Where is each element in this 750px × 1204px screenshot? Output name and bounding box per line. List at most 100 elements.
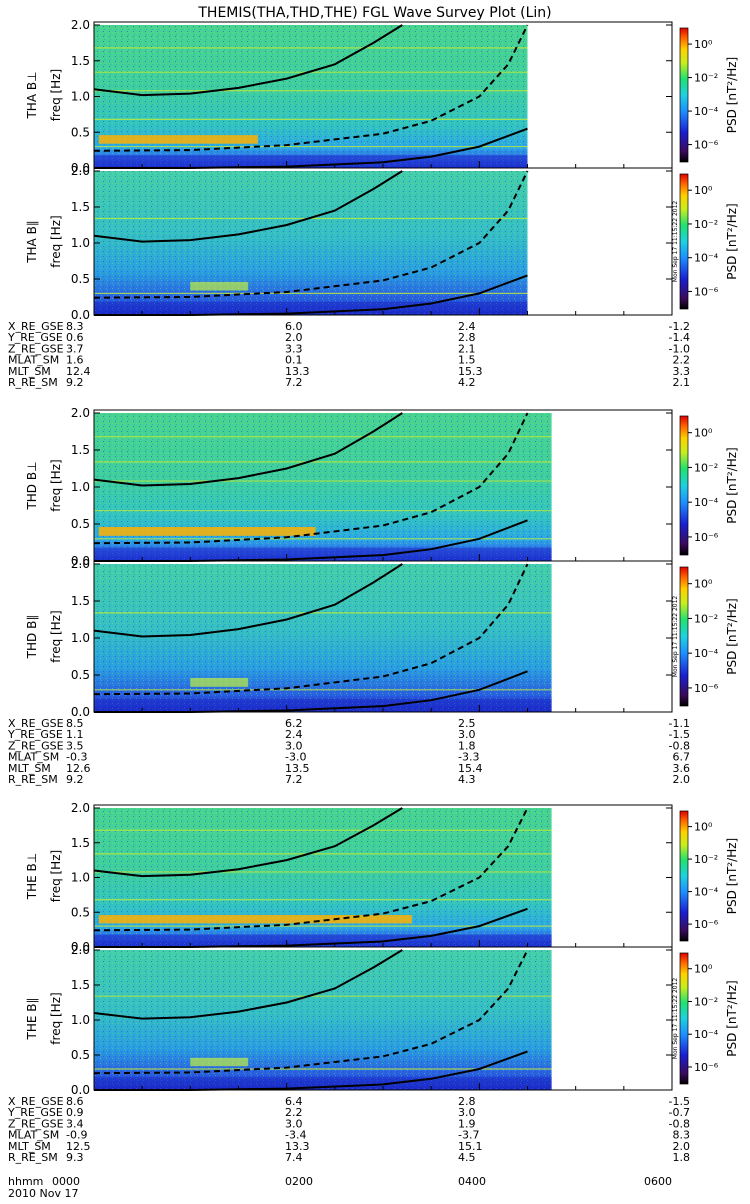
colorbar-tick-label: 10⁻⁴	[694, 105, 719, 118]
ephemeris-value: -3.0	[285, 751, 306, 764]
ephemeris-value: 2.8	[458, 331, 476, 344]
colorbar-tick-label: 10⁻⁴	[694, 1028, 719, 1041]
y-tick-label: 0.5	[71, 1048, 90, 1062]
y-tick-label: 2.0	[71, 557, 90, 571]
y-tick-label: 0.0	[71, 161, 90, 175]
ephemeris-row-label: Y_RE_GSE	[7, 728, 63, 741]
freq-axis-label: freq [Hz]	[49, 69, 63, 121]
ephemeris-row-label: Z_RE_GSE	[8, 1117, 64, 1130]
colorbar-tick-label: 10⁻⁶	[694, 1061, 719, 1074]
panels-layer: 0.0 0.5 1.0 1.5 2.0 THA B⊥ freq [Hz] 10⁰ 10⁻² 10⁻…	[25, 18, 739, 1097]
dashed-curve	[93, 24, 529, 152]
colorbar	[679, 566, 689, 707]
ephemeris-value: -0.7	[669, 1106, 690, 1119]
ephemeris-value: 3.0	[458, 1106, 476, 1119]
ephemeris-row-label: MLAT_SM	[8, 1129, 59, 1142]
ephemeris-value: -0.3	[66, 751, 87, 764]
ephemeris-value: 7.2	[285, 773, 303, 786]
colorbar-tick-label: 10⁰	[694, 38, 713, 51]
spectrogram-noise	[94, 413, 552, 561]
ephemeris-layer: X_RE_GSE 8.3 6.0 2.4 -1.2Y_RE_GSE 0.6 2.0 2.8 -1…	[7, 320, 690, 1188]
timestamp-label: Mon Sep 17 11:15:22 2012	[672, 201, 679, 283]
ephemeris-value: 12.6	[66, 762, 91, 775]
ephemeris-value: 9.2	[66, 773, 84, 786]
colorbar-tick-label: 10⁰	[694, 427, 713, 440]
spectrogram-noise	[94, 808, 552, 947]
date-label: 2010 Nov 17	[8, 1187, 78, 1200]
ephemeris-value: 4.2	[458, 376, 476, 389]
ephemeris-value: 3.6	[673, 762, 691, 775]
spectrogram-panel: 0.0 0.5 1.0 1.5 2.0 THA B⊥ freq [Hz] 10⁰ 10⁻² 10⁻…	[25, 18, 739, 175]
colorbar	[679, 952, 689, 1085]
emission-patch	[190, 677, 249, 687]
ephemeris-row-label: X_RE_GSE	[8, 717, 64, 730]
ephemeris-value: -3.4	[285, 1129, 306, 1142]
spectrogram-panel: 0.0 0.5 1.0 1.5 2.0 THD B⊥ freq [Hz] 10⁰ 10⁻² 10⁻…	[25, 406, 739, 568]
solid-upper-curve	[93, 170, 403, 243]
y-tick-label: 0.0	[71, 1083, 90, 1097]
ephemeris-value: 15.1	[458, 1140, 483, 1153]
colorbar-label: PSD [nT²/Hz]	[725, 57, 739, 133]
ephemeris-value: 9.2	[66, 376, 84, 389]
low-frequency-band	[94, 1077, 552, 1090]
ephemeris-row-label: MLT_SM	[8, 1140, 51, 1153]
y-tick-label: 0.0	[71, 308, 90, 322]
emission-patch	[190, 1057, 249, 1067]
low-frequency-band	[94, 934, 552, 947]
solid-upper-curve	[93, 412, 403, 487]
colorbar-tick-label: 10⁻⁶	[694, 285, 719, 298]
ephemeris-row-label: X_RE_GSE	[8, 1095, 64, 1108]
spectrogram-noise	[94, 950, 552, 1090]
ephemeris-value: 7.2	[285, 376, 303, 389]
freq-axis-label: freq [Hz]	[49, 215, 63, 267]
dashed-curve	[93, 807, 529, 932]
colorbar-tick-label: 10⁻²	[694, 995, 718, 1008]
ephemeris-value: -0.9	[66, 1129, 87, 1142]
ephemeris-value: 4.5	[458, 1151, 476, 1164]
ephemeris-value: 1.1	[66, 728, 84, 741]
time-tick-label: 0400	[458, 1175, 486, 1188]
y-tick-label: 0.5	[71, 905, 90, 919]
ephemeris-value: 8.5	[66, 717, 84, 730]
time-tick-label: 0600	[644, 1175, 672, 1188]
spectrogram-panel: 0.0 0.5 1.0 1.5 2.0 THA B∥ freq [Hz] 10⁰ 10⁻² 10⁻…	[25, 164, 739, 322]
ephemeris-value: 3.3	[673, 365, 691, 378]
solid-upper-curve	[93, 24, 403, 97]
colorbar-tick-label: 10⁻²	[694, 612, 718, 625]
y-tick-label: 2.0	[71, 164, 90, 178]
ephemeris-value: 8.6	[66, 1095, 84, 1108]
y-tick-label: 1.5	[71, 443, 90, 457]
y-tick-label: 1.0	[71, 90, 90, 104]
y-tick-label: 0.5	[71, 517, 90, 531]
freq-axis-label: freq [Hz]	[49, 459, 63, 511]
ephemeris-value: 2.0	[673, 1140, 691, 1153]
ephemeris-value: 2.0	[285, 331, 303, 344]
colorbar-label: PSD [nT²/Hz]	[725, 203, 739, 279]
ephemeris-value: 2.2	[285, 1106, 303, 1119]
colorbar-label: PSD [nT²/Hz]	[725, 980, 739, 1056]
y-tick-label: 1.5	[71, 200, 90, 214]
ephemeris-value: 2.4	[458, 320, 476, 333]
freq-axis-label: freq [Hz]	[49, 610, 63, 662]
colorbar-tick-label: 10⁻²	[694, 72, 718, 85]
colorbar-tick-label: 10⁰	[694, 821, 713, 834]
dashed-curve	[93, 949, 529, 1075]
ephemeris-value: 7.4	[285, 1151, 303, 1164]
ephemeris-row-label: MLT_SM	[8, 365, 51, 378]
timestamp-label: Mon Sep 17 11:15:22 2012	[672, 596, 679, 678]
ephemeris-value: 0.6	[66, 331, 84, 344]
y-tick-label: 2.0	[71, 406, 90, 420]
colorbar	[679, 415, 689, 556]
colorbar	[679, 27, 689, 163]
y-tick-label: 2.0	[71, 943, 90, 957]
y-tick-label: 0.5	[71, 125, 90, 139]
y-tick-label: 1.0	[71, 1013, 90, 1027]
ephemeris-value: 1.5	[458, 354, 476, 367]
ephemeris-row-label: Y_RE_GSE	[7, 331, 63, 344]
y-tick-label: 1.0	[71, 236, 90, 250]
ephemeris-value: 1.9	[458, 1117, 476, 1130]
ephemeris-row-label: MLAT_SM	[8, 354, 59, 367]
ephemeris-row-label: R_RE_SM	[8, 376, 58, 389]
colorbar-tick-label: 10⁻²	[694, 218, 718, 231]
